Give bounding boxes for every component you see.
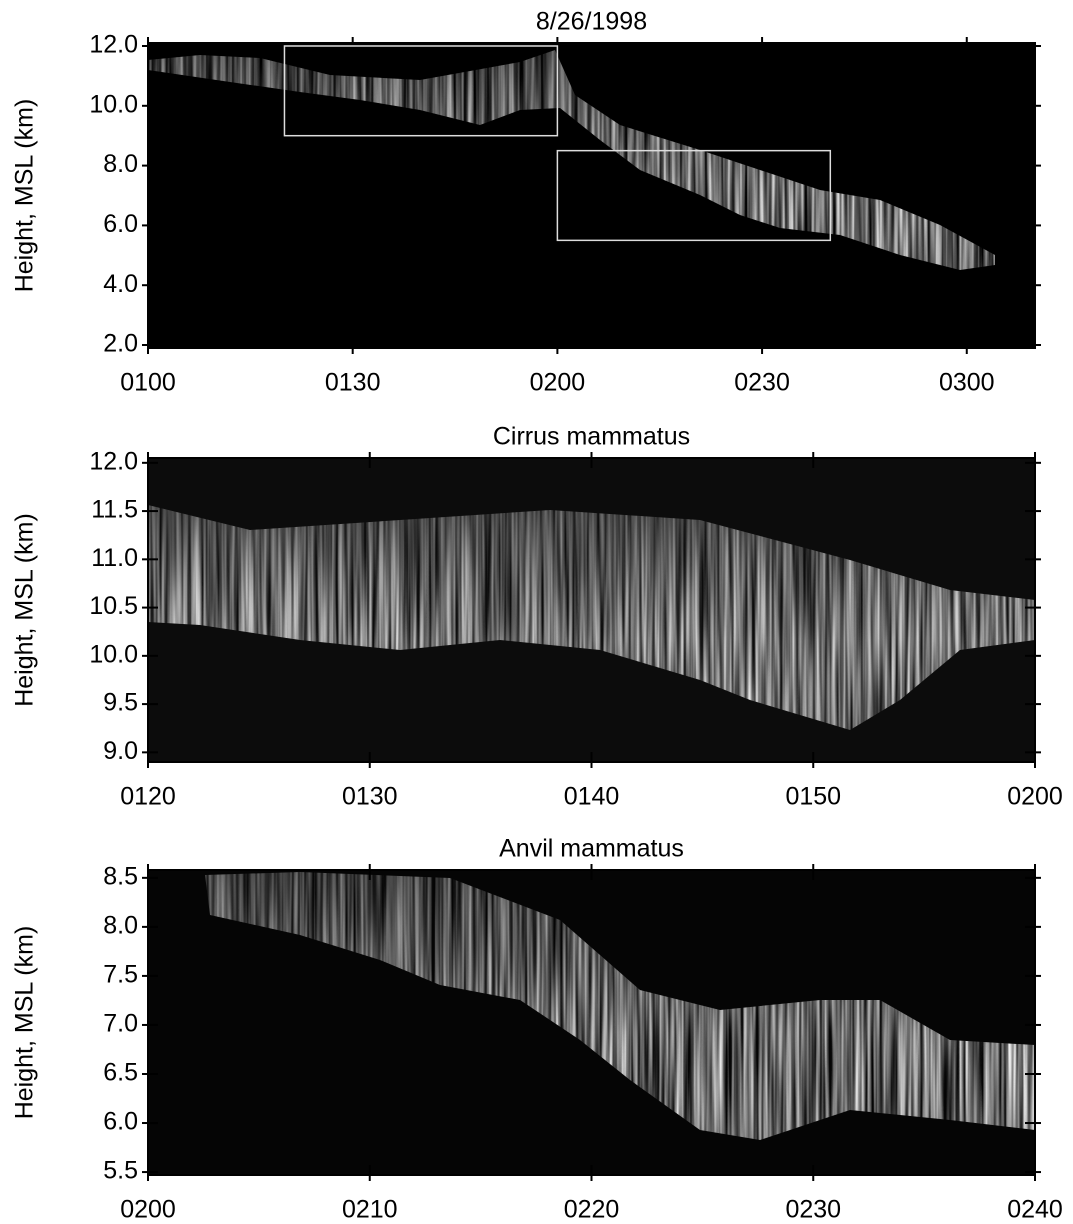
zoom-box xyxy=(283,45,559,137)
y-tick-label: 10.5 xyxy=(89,592,138,620)
y-tick-label: 9.5 xyxy=(103,689,138,717)
x-tick-label: 0120 xyxy=(120,783,176,811)
y-tick-label: 7.0 xyxy=(103,1010,138,1038)
y-tick-label: 10.0 xyxy=(89,90,138,118)
y-tick-label: 10.0 xyxy=(89,640,138,668)
x-tick-label: 0100 xyxy=(120,369,176,397)
plot-frame xyxy=(147,42,1036,349)
y-tick-label: 12.0 xyxy=(89,447,138,475)
cloud xyxy=(148,50,995,270)
y-tick-label: 11.0 xyxy=(91,544,138,572)
chart-title: Cirrus mammatus xyxy=(493,423,690,451)
x-tick-label: 0140 xyxy=(564,783,620,811)
chart-title: 8/26/1998 xyxy=(536,8,647,36)
lidar-image xyxy=(148,50,1035,1140)
y-tick-label: 8.0 xyxy=(103,911,138,939)
x-tick-label: 0200 xyxy=(530,369,586,397)
x-tick-label: 0210 xyxy=(342,1196,398,1224)
x-tick-label: 0230 xyxy=(734,369,790,397)
y-tick-label: 6.5 xyxy=(103,1059,138,1087)
x-tick-label: 0220 xyxy=(564,1196,620,1224)
zoom-box xyxy=(556,149,832,242)
y-tick-label: 2.0 xyxy=(103,330,138,358)
y-tick-label: 6.0 xyxy=(103,210,138,238)
plot-background xyxy=(148,43,1035,348)
x-tick-label: 0200 xyxy=(120,1196,176,1224)
y-tick-label: 11.5 xyxy=(91,496,138,524)
x-tick-label: 0300 xyxy=(939,369,995,397)
y-tick-label: 12.0 xyxy=(89,31,138,59)
cloud xyxy=(205,872,1035,1140)
plot-frame xyxy=(147,457,1036,763)
y-tick-label: 8.5 xyxy=(103,862,138,890)
y-tick-label: 6.0 xyxy=(103,1108,138,1136)
x-tick-label: 0150 xyxy=(785,783,841,811)
y-tick-label: 4.0 xyxy=(103,270,138,298)
cloud xyxy=(148,505,1035,730)
x-tick-label: 0130 xyxy=(342,783,398,811)
x-tick-label: 0200 xyxy=(1007,783,1063,811)
x-tick-label: 0130 xyxy=(325,369,381,397)
y-axis-label: Height, MSL (km) xyxy=(11,513,39,707)
x-tick-label: 0240 xyxy=(1007,1196,1063,1224)
chart-title: Anvil mammatus xyxy=(499,835,684,863)
plot-frame xyxy=(147,869,1036,1176)
y-tick-label: 9.0 xyxy=(103,737,138,765)
y-tick-label: 8.0 xyxy=(103,150,138,178)
y-tick-label: 5.5 xyxy=(103,1157,138,1185)
y-axis-label: Height, MSL (km) xyxy=(11,99,39,293)
y-axis-label: Height, MSL (km) xyxy=(11,926,39,1120)
x-tick-label: 0230 xyxy=(785,1196,841,1224)
y-tick-label: 7.5 xyxy=(103,961,138,989)
